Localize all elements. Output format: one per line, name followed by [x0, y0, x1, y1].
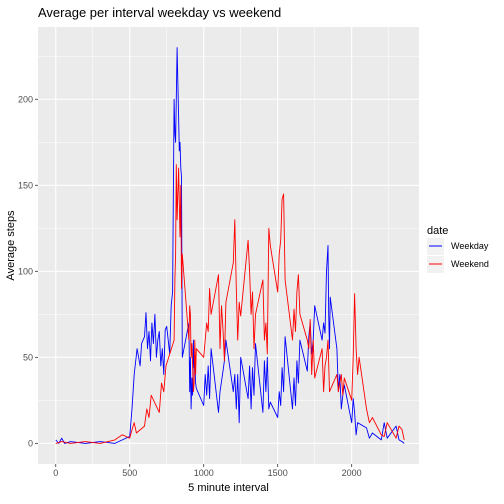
x-tick-label: 2000	[342, 468, 362, 478]
y-tick-label: 150	[18, 180, 33, 190]
legend: date Weekday Weekend	[427, 225, 489, 273]
legend-label-weekend: Weekend	[451, 259, 489, 269]
y-axis: 0 50 100 150 200	[18, 94, 38, 448]
x-tick-label: 1500	[268, 468, 288, 478]
legend-label-weekday: Weekday	[451, 241, 489, 251]
plot-panel	[38, 27, 419, 464]
y-tick-label: 50	[23, 352, 33, 362]
series-layer	[55, 47, 405, 444]
x-tick-label: 1000	[194, 468, 214, 478]
y-tick-label: 100	[18, 266, 33, 276]
chart-title: Average per interval weekday vs weekend	[38, 5, 281, 20]
minor-gridlines	[38, 27, 419, 464]
series-line-weekday	[55, 47, 405, 444]
series-line-weekend	[55, 164, 405, 444]
x-tick-label: 0	[53, 468, 58, 478]
x-axis-title: 5 minute interval	[188, 482, 269, 494]
x-tick-label: 500	[122, 468, 137, 478]
y-axis-title: Average steps	[5, 210, 17, 281]
legend-title: date	[427, 225, 448, 237]
x-axis: 0 500 1000 1500 2000	[53, 464, 362, 478]
y-tick-label: 200	[18, 94, 33, 104]
y-tick-label: 0	[28, 438, 33, 448]
